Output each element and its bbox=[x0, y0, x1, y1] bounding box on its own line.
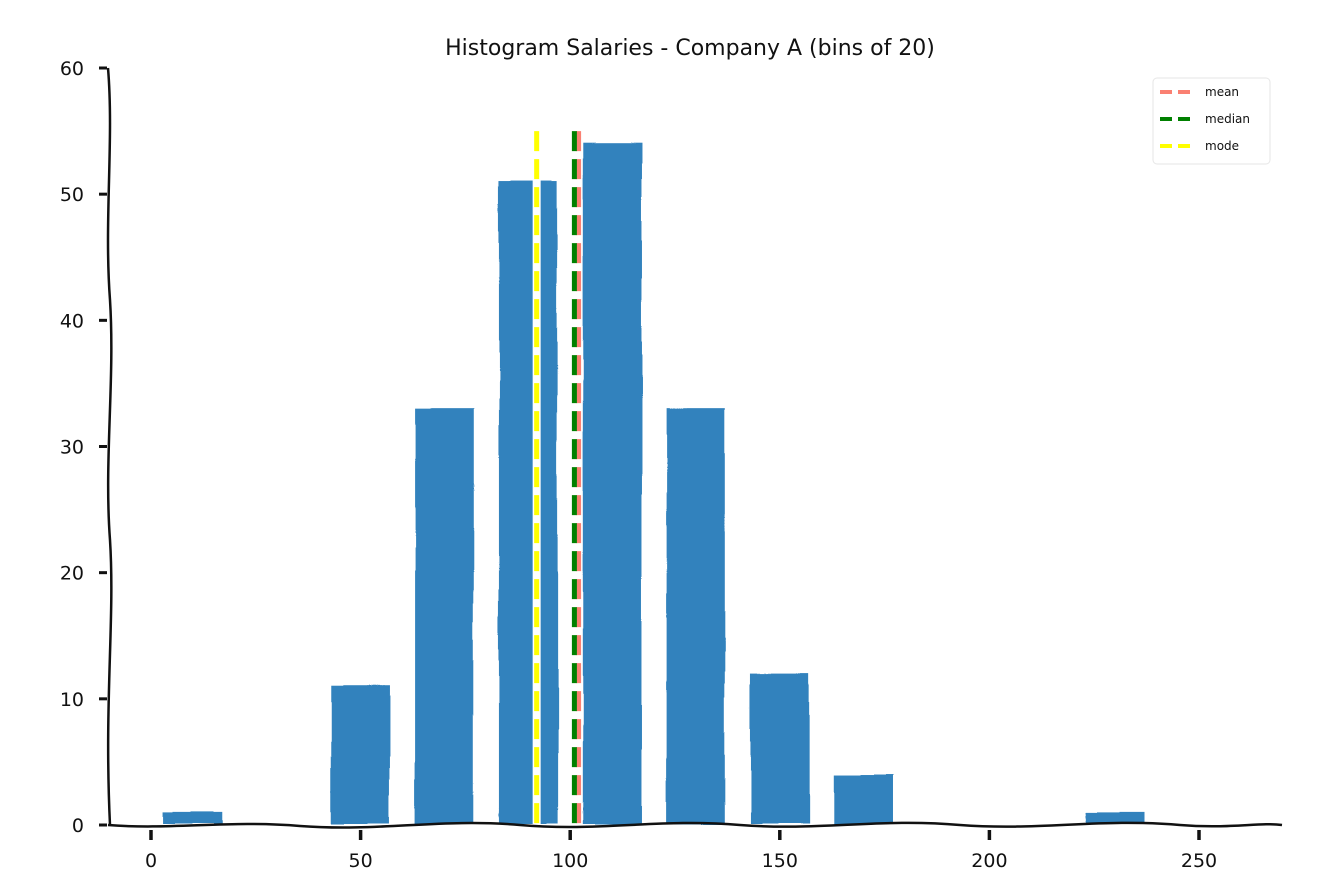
y-tick-label: 0 bbox=[72, 815, 84, 837]
histogram-bars bbox=[163, 143, 1145, 825]
chart-title: Histogram Salaries - Company A (bins of … bbox=[445, 36, 935, 61]
x-tick-label: 0 bbox=[145, 850, 157, 872]
x-tick-label: 50 bbox=[349, 850, 373, 872]
y-tick-label: 60 bbox=[60, 58, 84, 80]
histogram-bar bbox=[498, 181, 558, 825]
y-tick-label: 30 bbox=[60, 437, 84, 459]
histogram-bar bbox=[582, 143, 642, 824]
histogram-bar bbox=[666, 408, 726, 824]
y-axis-ticks: 0 10 20 30 40 50 60 bbox=[60, 58, 107, 837]
x-axis-ticks: 0 50 100 150 200 250 bbox=[145, 830, 1217, 872]
legend: mean median mode bbox=[1152, 77, 1271, 165]
histogram-bar bbox=[163, 812, 223, 824]
histogram-bar bbox=[834, 774, 893, 824]
x-tick-label: 250 bbox=[1181, 850, 1217, 872]
y-axis-line bbox=[106, 67, 113, 826]
histogram-bar bbox=[331, 686, 390, 824]
x-tick-label: 100 bbox=[552, 850, 588, 872]
histogram-bar bbox=[750, 673, 810, 824]
legend-box bbox=[1152, 77, 1271, 165]
x-tick-label: 200 bbox=[971, 850, 1007, 872]
histogram-bar bbox=[1085, 812, 1145, 824]
y-tick-label: 10 bbox=[60, 689, 84, 711]
median-legend-label: median bbox=[1205, 112, 1250, 126]
y-tick-label: 50 bbox=[60, 184, 84, 206]
axes bbox=[106, 67, 1283, 829]
histogram-bar bbox=[415, 408, 474, 824]
mean-legend-label: mean bbox=[1205, 85, 1239, 99]
y-tick-label: 20 bbox=[60, 563, 84, 585]
mode-legend-label: mode bbox=[1205, 139, 1239, 153]
y-tick-label: 40 bbox=[60, 310, 84, 332]
x-axis-line bbox=[107, 821, 1283, 829]
reference-lines bbox=[532, 131, 583, 825]
x-tick-label: 150 bbox=[762, 850, 798, 872]
